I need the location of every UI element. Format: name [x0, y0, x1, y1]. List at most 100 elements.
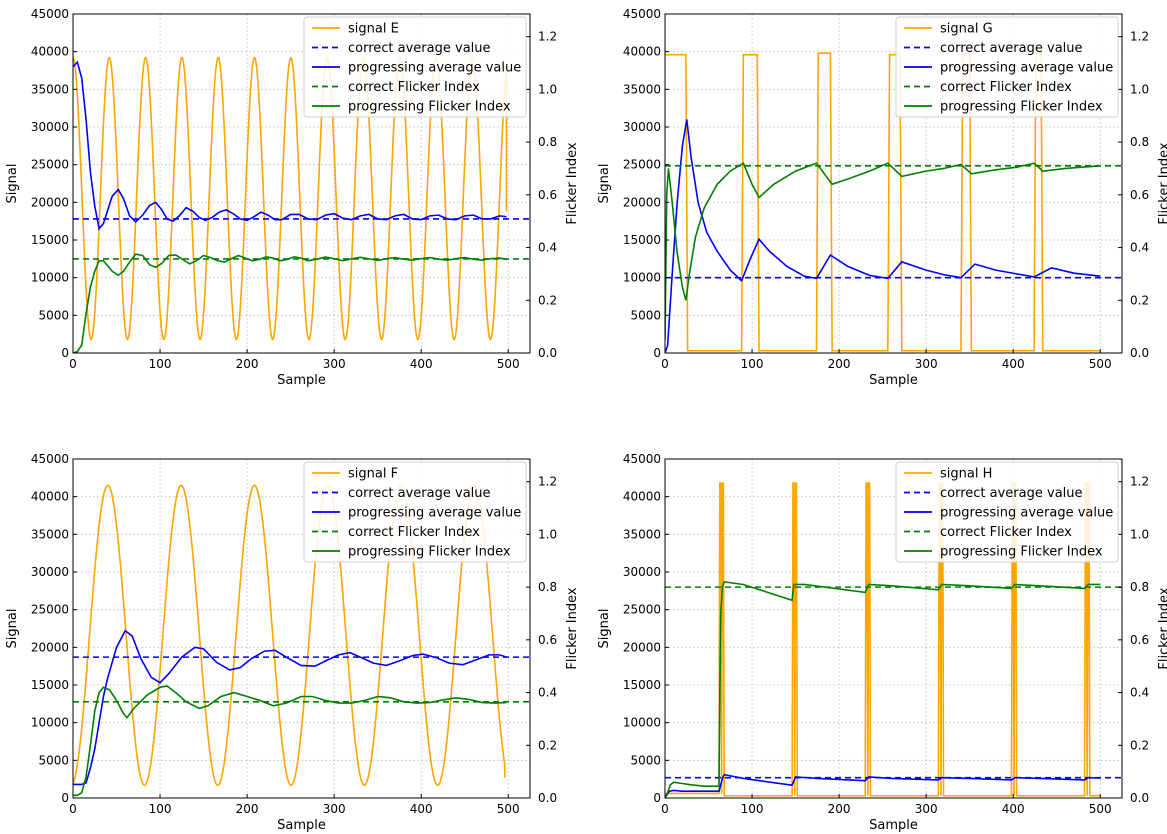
x-tick-label: 100 — [149, 357, 172, 371]
y2-tick-label: 0.4 — [538, 241, 557, 255]
y2-tick-label: 0.0 — [538, 791, 557, 805]
legend-label: progressing Flicker Index — [940, 100, 1103, 115]
progressing-average-line — [665, 119, 1101, 353]
x-tick-label: 200 — [236, 802, 259, 816]
y2-tick-label: 0.0 — [1130, 791, 1149, 805]
y-tick-label: 15000 — [31, 233, 69, 247]
y2-tick-label: 0.6 — [538, 633, 557, 647]
axes-frame — [664, 13, 1123, 354]
y2-tick-label: 1.0 — [538, 82, 557, 96]
x-axis-label: Sample — [277, 818, 326, 833]
legend-box — [303, 461, 527, 563]
progressing-average-line — [73, 629, 507, 786]
signal-line — [665, 52, 1101, 352]
x-tick-label: 300 — [915, 802, 938, 816]
legend-label: progressing Flicker Index — [348, 545, 511, 560]
y-tick-label: 35000 — [31, 527, 69, 541]
progressing-average-line — [73, 60, 507, 231]
y-tick-label: 10000 — [623, 271, 661, 285]
y-tick-label: 20000 — [31, 195, 69, 209]
x-tick-label: 400 — [410, 802, 433, 816]
y-tick-label: 15000 — [623, 678, 661, 692]
x-tick-label: 100 — [741, 802, 764, 816]
x-axis-label: Sample — [869, 818, 918, 833]
y-tick-label: 25000 — [31, 158, 69, 172]
legend-label: progressing average value — [940, 61, 1113, 76]
y2-tick-label: 0.2 — [1130, 293, 1149, 307]
y-tick-label: 30000 — [623, 120, 661, 134]
y2-tick-label: 1.0 — [1130, 527, 1149, 541]
y-tick-label: 45000 — [31, 7, 69, 21]
y2-tick-label: 0.0 — [1130, 346, 1149, 360]
axes-frame — [72, 13, 531, 354]
y-tick-label: 15000 — [623, 233, 661, 247]
x-tick-label: 100 — [149, 802, 172, 816]
x-tick-label: 500 — [1089, 357, 1112, 371]
chart-H: 0 100 200 300 400 500050001000015000200002500… — [597, 452, 1167, 833]
signal-line — [665, 482, 1101, 797]
x-tick-label: 500 — [1089, 802, 1112, 816]
x-tick-label: 100 — [741, 357, 764, 371]
x-tick-label: 0 — [69, 357, 77, 371]
axes-frame — [664, 458, 1123, 799]
y-axis-label: Signal — [5, 164, 20, 204]
legend: signal F correct average value progressing… — [303, 461, 527, 563]
y2-tick-label: 0.2 — [538, 293, 557, 307]
y-tick-label: 0 — [61, 791, 69, 805]
y-tick-label: 30000 — [623, 565, 661, 579]
x-tick-label: 0 — [661, 802, 669, 816]
x-axis-label: Sample — [869, 373, 918, 388]
y-tick-label: 15000 — [31, 678, 69, 692]
y-tick-label: 10000 — [623, 716, 661, 730]
plot-area — [665, 52, 1122, 353]
y-tick-label: 25000 — [31, 603, 69, 617]
x-tick-label: 300 — [915, 357, 938, 371]
y-tick-label: 20000 — [623, 640, 661, 654]
y2-tick-label: 0.6 — [538, 188, 557, 202]
y-tick-label: 0 — [653, 791, 661, 805]
y2-tick-label: 0.4 — [1130, 241, 1149, 255]
legend: signal G correct average value progressing… — [895, 16, 1119, 118]
y2-tick-label: 1.0 — [1130, 82, 1149, 96]
y-tick-label: 40000 — [31, 45, 69, 59]
x-tick-label: 200 — [828, 802, 851, 816]
legend-label: progressing average value — [940, 506, 1113, 521]
x-tick-label: 500 — [497, 802, 520, 816]
y-tick-label: 35000 — [623, 527, 661, 541]
y-axis-label: Signal — [5, 609, 20, 649]
y-tick-label: 5000 — [630, 308, 661, 322]
y-tick-label: 10000 — [31, 271, 69, 285]
y2-tick-label: 0.8 — [1130, 135, 1149, 149]
y-tick-label: 25000 — [623, 158, 661, 172]
x-tick-label: 300 — [323, 357, 346, 371]
legend-label: progressing Flicker Index — [940, 545, 1103, 560]
y2-axis-label: Flicker Index — [1157, 587, 1167, 669]
y-tick-label: 40000 — [623, 490, 661, 504]
y-tick-label: 25000 — [623, 603, 661, 617]
y-tick-label: 5000 — [630, 753, 661, 767]
y2-tick-label: 0.0 — [538, 346, 557, 360]
x-tick-label: 400 — [1002, 357, 1025, 371]
legend-label: signal F — [348, 467, 398, 482]
y-tick-label: 0 — [61, 346, 69, 360]
legend-label: correct average value — [348, 486, 491, 501]
legend-label: progressing Flicker Index — [348, 100, 511, 115]
x-tick-label: 200 — [828, 357, 851, 371]
y-tick-label: 45000 — [31, 452, 69, 466]
y2-axis-label: Flicker Index — [565, 587, 580, 669]
y2-tick-label: 1.2 — [1130, 475, 1149, 489]
y-tick-label: 40000 — [31, 490, 69, 504]
progressing-flicker-line — [73, 685, 507, 797]
y2-tick-label: 0.4 — [1130, 686, 1149, 700]
y-tick-label: 5000 — [38, 753, 69, 767]
signal-line — [73, 484, 506, 787]
y2-axis-label: Flicker Index — [565, 142, 580, 224]
x-tick-label: 200 — [236, 357, 259, 371]
y2-tick-label: 1.0 — [538, 527, 557, 541]
legend: signal E correct average value progressing… — [303, 16, 527, 118]
progressing-flicker-line — [665, 580, 1101, 798]
legend-label: progressing average value — [348, 61, 521, 76]
legend-box — [303, 16, 527, 118]
legend-label: correct Flicker Index — [348, 525, 480, 540]
progressing-flicker-line — [665, 162, 1101, 340]
